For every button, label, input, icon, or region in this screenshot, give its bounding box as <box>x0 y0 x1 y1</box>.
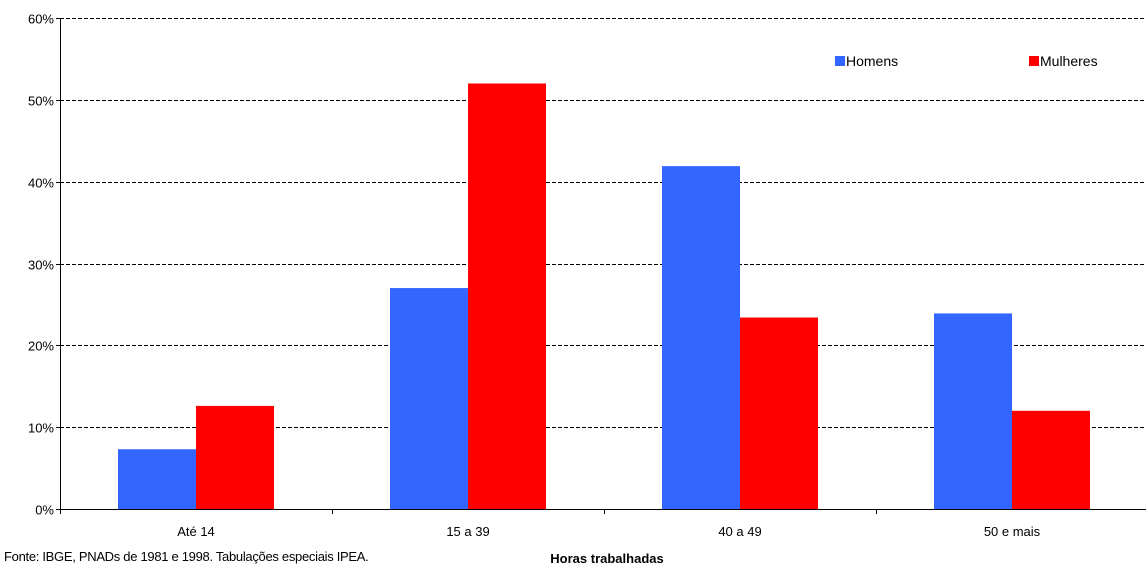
legend-swatch <box>835 56 845 66</box>
legend-label: Mulheres <box>1040 53 1098 69</box>
axes <box>56 18 1146 514</box>
bars <box>118 83 1090 509</box>
bar-mulheres <box>1012 410 1090 509</box>
x-axis-title: Horas trabalhadas <box>550 551 663 566</box>
legend: Homens Mulheres <box>835 53 1098 69</box>
x-tick-labels: Até 14 15 a 39 40 a 49 50 e mais <box>177 524 1040 539</box>
bar-homens <box>390 288 468 509</box>
legend-swatch <box>1029 56 1039 66</box>
y-tick-label: 50% <box>28 94 54 109</box>
y-tick-label: 30% <box>28 258 54 273</box>
gridlines <box>60 18 1146 428</box>
bar-homens <box>934 313 1012 509</box>
y-tick-label: 0% <box>35 503 54 518</box>
source-note: Fonte: IBGE, PNADs de 1981 e 1998. Tabul… <box>4 549 369 564</box>
bar-mulheres <box>468 83 546 509</box>
bar-homens <box>662 166 740 509</box>
y-tick-label: 20% <box>28 339 54 354</box>
bar-mulheres <box>196 405 274 509</box>
x-tick-label: 40 a 49 <box>718 524 761 539</box>
x-tick-label: 50 e mais <box>984 524 1041 539</box>
y-tick-labels: 0% 10% 20% 30% 40% 50% 60% <box>28 12 54 518</box>
y-tick-label: 60% <box>28 12 54 27</box>
x-tick-label: 15 a 39 <box>446 524 489 539</box>
bar-mulheres <box>740 317 818 509</box>
y-tick-label: 40% <box>28 176 54 191</box>
legend-label: Homens <box>846 53 898 69</box>
bar-homens <box>118 449 196 509</box>
x-tick-label: Até 14 <box>177 524 215 539</box>
y-tick-label: 10% <box>28 421 54 436</box>
